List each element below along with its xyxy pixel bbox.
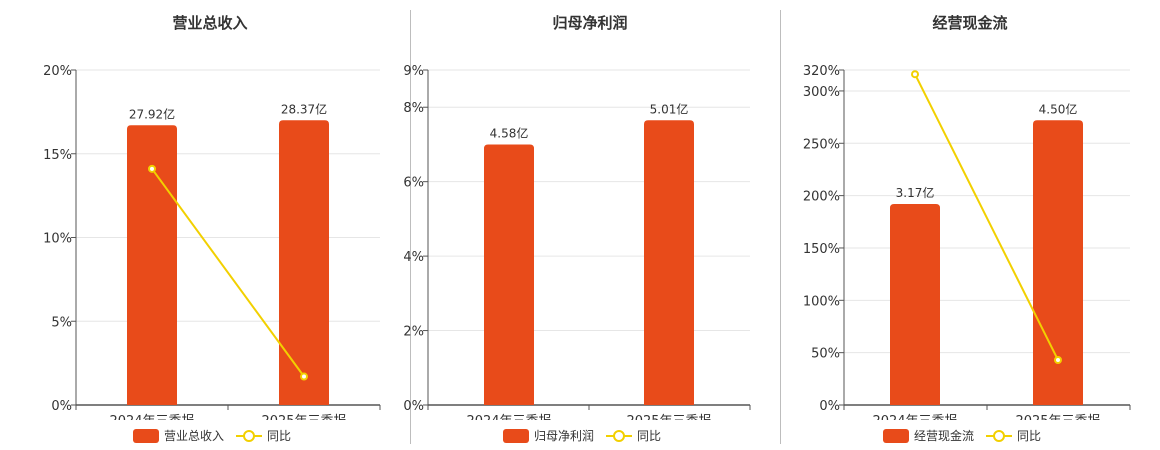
y-tick-label: 2% [403,325,424,340]
legend-bar-swatch [503,428,529,443]
y-tick-label: 5% [51,315,72,330]
y-tick-label: 0% [819,399,840,414]
cashflow-chart: 0% 50% 100% 150% 200% 250% 300% 320% 3.17亿 2024年三… [803,64,1131,420]
x-tick-label: 2025年三季报 [1015,414,1100,420]
y-tick-label: 10% [43,232,72,247]
bar-value-label: 3.17亿 [896,185,935,200]
chart-title: 归母净利润 [552,14,628,32]
x-tick-label: 2024年三季报 [872,414,957,420]
yoy-point-1[interactable] [1054,355,1062,364]
y-tick-label: 300% [803,85,840,100]
y-tick-label: 8% [403,101,424,116]
chart-legend: 经营现金流 同比 [883,427,1041,444]
bar-value-label: 5.01亿 [650,101,689,116]
panel-divider [780,10,781,444]
y-tick-label: 6% [403,176,424,191]
bar-0[interactable] [127,125,177,406]
chart-legend: 营业总收入 同比 [133,427,291,444]
bar-1[interactable] [644,120,694,405]
chart-panel-cashflow: 经营现金流 0% 50% 100% 150% 200% 250% 300% 320% 3.17亿… [780,0,1160,450]
y-tick-label: 15% [43,148,72,163]
legend-line-label[interactable]: 同比 [637,429,662,443]
y-tick-label: 200% [803,190,840,205]
x-tick-label: 2024年三季报 [466,414,551,420]
y-tick-label: 9% [403,64,424,79]
legend-bar-swatch [883,428,909,443]
bar-0[interactable] [890,204,940,405]
y-tick-label: 150% [803,242,840,257]
y-tick-label: 50% [811,347,840,362]
x-tick-label: 2024年三季报 [109,414,194,420]
yoy-line [151,168,305,378]
legend-line-label[interactable]: 同比 [267,429,292,443]
bar-value-label: 4.58亿 [490,125,529,140]
chart-legend: 归母净利润 同比 [503,427,661,444]
yoy-point-0[interactable] [148,164,156,173]
legend-bar-label[interactable]: 营业总收入 [164,429,225,443]
yoy-point-0[interactable] [911,70,919,79]
bar-value-label: 27.92亿 [129,106,175,121]
legend-line-swatch [986,429,1013,443]
legend-bar-label[interactable]: 经营现金流 [914,429,975,443]
x-tick-label: 2025年三季报 [626,414,711,420]
chart-title: 营业总收入 [172,14,248,32]
legend-bar-swatch [133,428,159,443]
y-tick-label: 20% [43,64,72,79]
y-tick-label: 0% [51,399,72,414]
chart-title: 经营现金流 [932,14,1008,32]
y-tick-label: 100% [803,294,840,309]
legend-line-label[interactable]: 同比 [1017,429,1042,443]
y-tick-label: 4% [403,250,424,265]
y-tick-label: 320% [803,64,840,79]
chart-panel-net-profit: 归母净利润 0% 2% 4% 6% 8% 9% 4.58亿 2024年三季报 5.01亿 2025… [400,0,780,450]
bar-0[interactable] [484,144,534,405]
legend-line-swatch [606,429,633,443]
y-tick-label: 250% [803,137,840,152]
yoy-line [914,73,1059,361]
x-tick-label: 2025年三季报 [261,414,346,420]
legend-line-swatch [236,429,263,443]
bar-value-label: 28.37亿 [281,101,327,116]
legend-bar-label[interactable]: 归母净利润 [534,429,595,443]
bar-value-label: 4.50亿 [1039,101,1078,116]
yoy-point-1[interactable] [300,372,308,381]
bar-1[interactable] [279,120,329,405]
y-tick-label: 0% [403,399,424,414]
revenue-chart: 0% 5% 10% 15% 20% 27.92亿 2024年三季报 28.37亿 2025年三季… [43,64,381,420]
net-profit-chart: 0% 2% 4% 6% 8% 9% 4.58亿 2024年三季报 5.01亿 2025年三季报 [403,64,751,420]
chart-panel-revenue: 营业总收入 0% 5% 10% 15% 20% 27.92亿 2024年三季报 28.37亿 2… [0,0,400,450]
panel-divider [410,10,411,444]
